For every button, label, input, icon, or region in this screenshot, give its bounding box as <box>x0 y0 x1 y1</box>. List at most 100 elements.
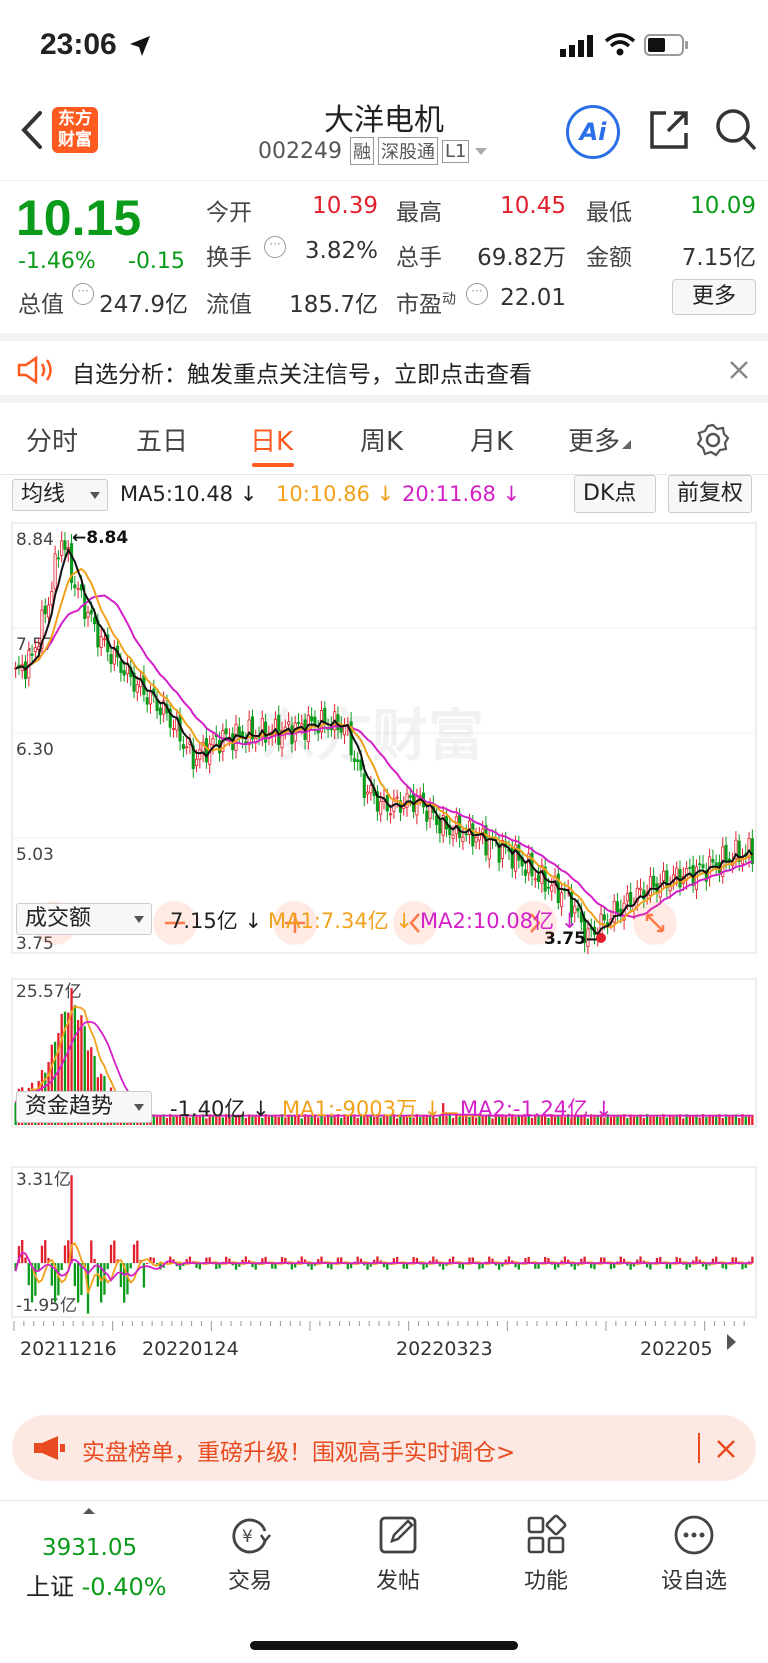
fund-bar <box>169 1256 172 1264</box>
index-value: 3931.05 <box>42 1535 138 1561</box>
close-icon[interactable] <box>716 1439 736 1459</box>
fund-bar <box>320 1256 323 1264</box>
nav-add-watchlist[interactable]: 设自选 <box>639 1513 749 1595</box>
info-icon[interactable]: ··· <box>72 283 94 305</box>
volume-bar <box>428 1116 432 1125</box>
fund-bar <box>415 1257 419 1264</box>
move-right-button[interactable] <box>513 901 557 945</box>
value-open: 10.39 <box>312 193 378 219</box>
candle-body <box>602 914 606 921</box>
close-icon[interactable] <box>728 359 750 381</box>
share-icon[interactable] <box>648 109 690 151</box>
stock-name: 大洋电机 <box>324 103 444 138</box>
volume-bar <box>330 1115 333 1125</box>
volume-indicator-select[interactable]: 成交额 <box>16 903 152 935</box>
high-marker: ←8.84 <box>72 528 128 548</box>
date-label-4: 202205 <box>640 1338 713 1360</box>
more-button[interactable]: 更多 <box>672 279 756 315</box>
fund-bar <box>632 1263 636 1267</box>
tab-more[interactable]: 更多 <box>568 421 632 458</box>
fund-bar <box>481 1263 484 1269</box>
stock-code-row[interactable]: 002249 融 深股通 L1 <box>258 137 489 165</box>
volume-bar <box>234 1115 238 1125</box>
volume-bar <box>67 1012 70 1125</box>
y-label-bottom: 3.75 <box>16 934 54 954</box>
fund-bar <box>123 1263 126 1303</box>
date-label-3: 20220323 <box>396 1338 493 1360</box>
dk-point-button[interactable]: DK点 <box>574 475 656 513</box>
caret-down-icon <box>134 916 144 923</box>
label-open: 今开 <box>206 200 252 226</box>
candle-body <box>487 838 491 860</box>
indicator-select[interactable]: 均线 <box>12 479 108 511</box>
volume-bar <box>53 1041 57 1125</box>
app-logo[interactable]: 东方财富 <box>52 107 98 153</box>
volume-bar <box>386 1115 389 1125</box>
kline-chart-area[interactable]: 均线 MA5:10.48 ↓ 10:10.86 ↓ 20:11.68 ↓ DK点… <box>0 475 768 1410</box>
volume-bar <box>718 1114 721 1125</box>
volume-bar <box>396 1118 399 1125</box>
candle-body <box>678 869 682 888</box>
fund-bar <box>254 1263 257 1270</box>
volume-bar <box>218 1114 221 1125</box>
fund-bar <box>359 1258 363 1264</box>
volume-bar <box>399 1114 402 1125</box>
index-ticker[interactable]: 3931.05 上证 -0.40% <box>16 1501 167 1601</box>
nav-post[interactable]: 发帖 <box>343 1513 453 1595</box>
fund-bar <box>30 1263 34 1303</box>
fund-bar <box>563 1256 567 1264</box>
back-icon[interactable] <box>16 109 46 151</box>
nav-features[interactable]: 功能 <box>491 1513 601 1595</box>
info-icon[interactable]: ··· <box>264 236 286 258</box>
fund-bar <box>580 1258 583 1264</box>
tab-weekly-k[interactable]: 周K <box>360 427 404 457</box>
tab-intraday[interactable]: 分时 <box>26 427 79 457</box>
volume-bar <box>363 1116 366 1125</box>
adjust-button[interactable]: 前复权 <box>668 475 752 513</box>
fund-bar <box>478 1263 481 1270</box>
settings-icon[interactable] <box>696 423 730 457</box>
candle-body <box>675 867 679 878</box>
volume-bar <box>274 1114 277 1125</box>
scroll-right-icon[interactable] <box>727 1334 736 1350</box>
move-left-button[interactable] <box>393 901 437 945</box>
volume-bar <box>376 1114 379 1125</box>
fund-bar <box>583 1256 586 1264</box>
fund-bar <box>534 1263 537 1269</box>
fund-bar <box>53 1263 57 1303</box>
analysis-notice[interactable]: 自选分析：触发重点关注信号，立即点击查看 <box>0 333 768 403</box>
candle-body <box>694 866 698 890</box>
fund-indicator-select[interactable]: 资金趋势 <box>16 1091 152 1123</box>
search-icon[interactable] <box>714 107 758 153</box>
volume-bar <box>307 1116 310 1125</box>
volume-bar <box>73 1004 76 1125</box>
fund-bar <box>363 1263 366 1266</box>
tab-daily-k[interactable]: 日K <box>250 427 294 457</box>
fund-bar <box>126 1263 129 1295</box>
candle-body <box>438 820 442 834</box>
volume-bar <box>642 1117 645 1125</box>
volume-bar <box>405 1115 409 1125</box>
ai-button[interactable]: Ai <box>566 105 620 159</box>
tab-monthly-k[interactable]: 月K <box>470 427 514 457</box>
candle-body <box>204 738 208 763</box>
label-pe: 市盈动 <box>396 291 456 318</box>
info-icon[interactable]: ··· <box>466 283 488 305</box>
candle-body <box>359 759 363 771</box>
volume-bar <box>685 1114 688 1125</box>
banner-text: 实盘榜单，重磅升级！围观高手实时调仓> <box>82 1440 516 1466</box>
candle-body <box>395 796 399 799</box>
promo-banner[interactable]: 实盘榜单，重磅升级！围观高手实时调仓> <box>12 1415 756 1481</box>
volume-bar <box>320 1114 323 1125</box>
candle-body <box>300 723 304 727</box>
volume-bar <box>544 1114 547 1125</box>
ma5-label: MA5:10.48 ↓ <box>120 482 258 506</box>
volume-bar <box>715 1116 718 1125</box>
candle-body <box>93 617 97 625</box>
volume-bar <box>224 1114 228 1125</box>
candle-body <box>185 746 189 749</box>
tab-five-day[interactable]: 五日 <box>136 427 189 457</box>
fund-bar <box>609 1263 613 1270</box>
volume-bar <box>511 1114 514 1125</box>
nav-trade[interactable]: ¥ 交易 <box>195 1513 305 1595</box>
